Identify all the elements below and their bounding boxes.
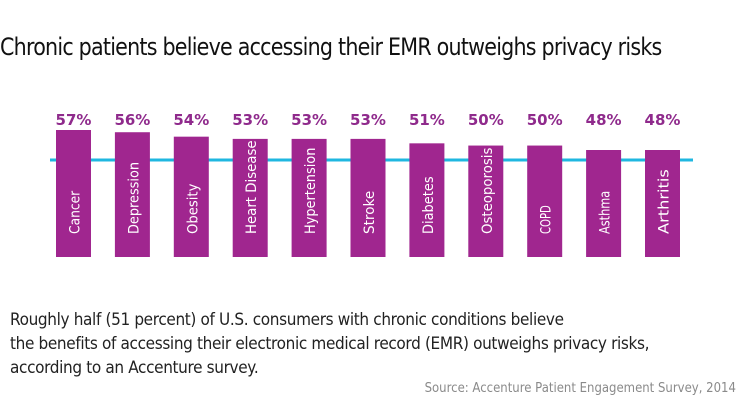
category-label: Hypertension xyxy=(303,148,319,234)
data-label: 50% xyxy=(468,111,504,129)
bar-heart-disease xyxy=(232,138,268,257)
bar-hypertension xyxy=(291,138,327,257)
category-label: Asthma xyxy=(598,191,614,234)
category-label: Obesity xyxy=(185,184,201,234)
category-label: Heart Disease xyxy=(244,140,260,234)
bar-depression xyxy=(114,132,150,257)
data-label: 57% xyxy=(56,111,92,129)
bars-group: 57% Cancer 56% Depression 54% Obesity 53% Heart… xyxy=(56,111,681,257)
data-label: 53% xyxy=(291,111,327,129)
bar-obesity xyxy=(173,136,209,257)
data-label: 48% xyxy=(645,111,681,129)
caption: Roughly half (51 percent) of U.S. consum… xyxy=(10,308,650,380)
data-label: 56% xyxy=(114,111,150,129)
data-label: 53% xyxy=(350,111,386,129)
source-note: Source: Accenture Patient Engagement Sur… xyxy=(424,381,736,396)
data-label: 48% xyxy=(586,111,622,129)
category-label: Depression xyxy=(126,162,142,234)
category-label: Cancer xyxy=(68,191,84,234)
data-label: 54% xyxy=(173,111,209,129)
bar-chart: 57% Cancer 56% Depression 54% Obesity 53% Heart… xyxy=(50,111,693,257)
data-label: 51% xyxy=(409,111,445,129)
chart-title: Chronic patients believe accessing their… xyxy=(0,33,662,61)
category-label: Osteoporosis xyxy=(480,148,496,234)
bar-arthritis xyxy=(645,150,680,257)
bar-asthma xyxy=(586,150,622,257)
caption-line-3: according to an Accenture survey. xyxy=(10,358,259,378)
bar-osteoporosis xyxy=(468,145,504,257)
data-label: 50% xyxy=(527,111,563,129)
category-label: Stroke xyxy=(362,191,378,234)
category-label: COPD xyxy=(539,205,555,234)
bar-stroke xyxy=(350,138,386,257)
category-label: Diabetes xyxy=(421,176,437,234)
category-label: Arthritis xyxy=(657,169,673,234)
caption-line-2: the benefits of accessing their electron… xyxy=(10,334,650,354)
bar-diabetes xyxy=(409,143,445,257)
bar-cancer xyxy=(56,130,91,257)
caption-line-1: Roughly half (51 percent) of U.S. consum… xyxy=(10,310,564,330)
bar-copd xyxy=(527,145,563,257)
data-label: 53% xyxy=(232,111,268,129)
